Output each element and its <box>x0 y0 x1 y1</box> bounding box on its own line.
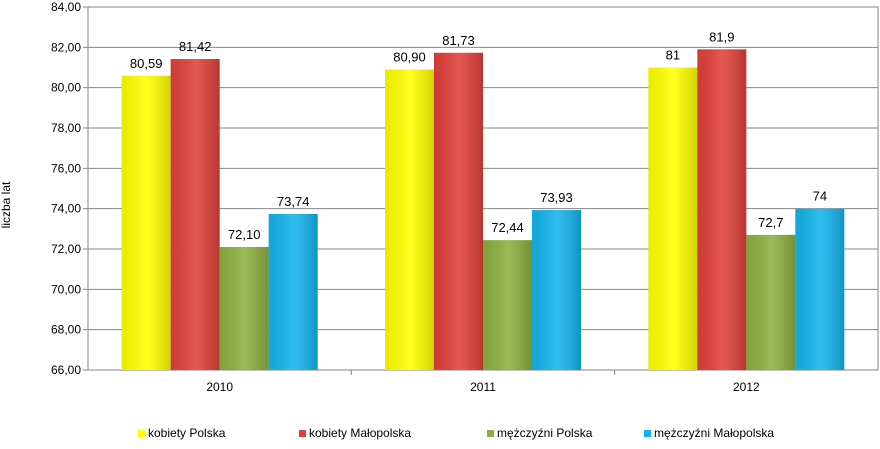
bar-shading <box>121 75 171 370</box>
legend-label: mężczyźni Polska <box>497 426 593 440</box>
data-label: 80,59 <box>130 56 163 71</box>
data-label: 81,42 <box>179 39 212 54</box>
legend-swatch <box>644 430 651 437</box>
data-label: 81 <box>666 48 680 63</box>
x-tick-label: 2012 <box>733 380 760 394</box>
bars <box>121 49 845 371</box>
bar-shading <box>434 52 483 371</box>
data-label: 72,44 <box>491 220 524 235</box>
y-tick-label: 80,00 <box>51 81 81 95</box>
y-tick-label: 68,00 <box>51 323 81 337</box>
axes: 66,00 68,00 70,00 72,00 74,00 76,00 78,00 80,00… <box>51 0 760 394</box>
y-axis-title: liczba lat <box>0 181 13 228</box>
bar-shading <box>795 208 845 370</box>
bar-shading <box>385 69 434 371</box>
data-label: 72,7 <box>758 215 783 230</box>
y-tick-label: 74,00 <box>51 202 81 216</box>
bar-shading <box>219 246 269 370</box>
x-tick-label: 2010 <box>206 380 233 394</box>
y-tick-label: 72,00 <box>51 242 81 256</box>
bar-shading <box>648 67 698 370</box>
bar-shading <box>532 210 581 370</box>
bar-shading <box>483 240 532 370</box>
bar-shading <box>170 59 220 370</box>
legend-label: kobiety Polska <box>148 426 226 440</box>
data-label: 74 <box>813 189 827 204</box>
data-label: 73,74 <box>277 194 310 209</box>
legend: kobiety Polska kobiety Małopolska mężczyźn… <box>138 426 774 440</box>
legend-swatch <box>138 430 145 437</box>
y-tick-label: 76,00 <box>51 161 81 175</box>
y-tick-label: 70,00 <box>51 282 81 296</box>
y-tick-label: 66,00 <box>51 363 81 377</box>
bar-shading <box>746 234 796 370</box>
legend-swatch <box>487 430 494 437</box>
data-label: 81,73 <box>442 33 475 48</box>
data-label: 73,93 <box>540 190 573 205</box>
y-tick-label: 84,00 <box>51 0 81 14</box>
x-tick-label: 2011 <box>470 380 496 394</box>
data-label: 72,10 <box>228 227 261 242</box>
data-labels: 80,59 81,42 72,10 73,74 80,90 81,73 72,44 73,93… <box>130 29 827 242</box>
y-tick-label: 82,00 <box>51 40 81 54</box>
legend-swatch <box>299 430 306 437</box>
y-tick-label: 78,00 <box>51 121 81 135</box>
bar-shading <box>697 49 747 370</box>
bar-shading <box>268 213 318 370</box>
data-label: 81,9 <box>709 29 734 44</box>
legend-label: kobiety Małopolska <box>309 426 411 440</box>
data-label: 80,90 <box>393 50 426 65</box>
legend-label: mężczyźni Małopolska <box>654 426 774 440</box>
